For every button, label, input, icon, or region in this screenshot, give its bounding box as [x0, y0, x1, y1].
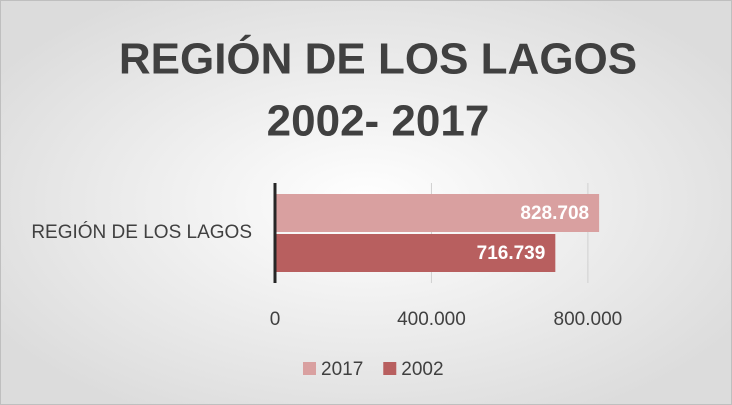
bar [275, 194, 600, 232]
legend-label: 2002 [401, 359, 443, 380]
legend-swatch [303, 362, 316, 375]
legend-swatch [383, 362, 397, 375]
data-label: 828.708 [520, 203, 589, 224]
chart-title: REGIÓN DE LOS LAGOS [119, 34, 637, 84]
x-tick-label: 400.000 [397, 309, 466, 330]
x-tick-label: 800.000 [554, 309, 623, 330]
legend-label: 2017 [321, 359, 363, 380]
y-tick-label: REGIÓN DE LOS LAGOS [31, 221, 252, 243]
x-tick-label: 0 [270, 309, 281, 330]
bar [275, 234, 556, 272]
chart-title: 2002- 2017 [267, 97, 490, 146]
data-label: 716.739 [477, 243, 546, 264]
